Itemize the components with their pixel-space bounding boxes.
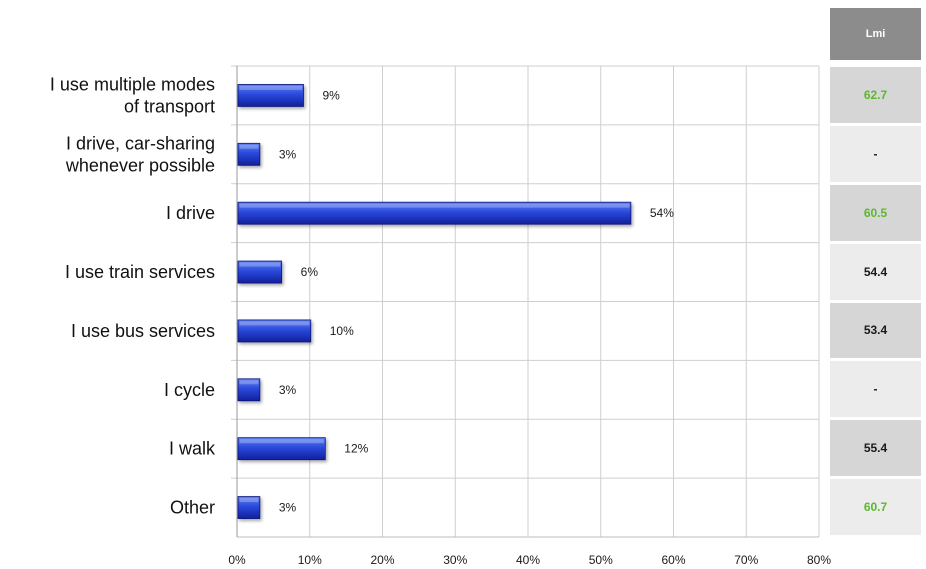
bar [237, 201, 632, 225]
lmi-value-cell: 53.4 [830, 302, 921, 359]
x-tick-label: 10% [298, 553, 322, 567]
bar-value-label: 3% [279, 147, 297, 161]
x-tick-label: 60% [661, 553, 685, 567]
bar-highlight [239, 85, 302, 90]
lmi-value-cell: 60.5 [830, 184, 921, 241]
bar-highlight [239, 203, 630, 208]
lmi-value-cell: - [830, 361, 921, 418]
category-label: I use multiple modes [50, 74, 215, 94]
bar [237, 496, 261, 519]
axes [236, 66, 819, 538]
bar [237, 319, 312, 343]
category-label: I drive, car-sharing [66, 133, 215, 153]
lmi-value-cell: 62.7 [830, 67, 921, 123]
bar-highlight [239, 439, 324, 444]
bar-value-label: 10% [330, 324, 354, 338]
x-tick-label: 80% [807, 553, 831, 567]
bar [237, 142, 261, 166]
bar-value-label: 6% [301, 265, 319, 279]
lmi-header: Lmi [830, 8, 921, 60]
category-label: whenever possible [65, 155, 215, 175]
bar-highlight [239, 321, 310, 326]
bar [237, 378, 261, 402]
bar-highlight [239, 380, 259, 385]
bar [237, 84, 304, 107]
bar-value-label: 3% [279, 501, 297, 515]
category-label: I use bus services [71, 321, 215, 341]
x-tick-label: 0% [228, 553, 246, 567]
lmi-value-cell: 55.4 [830, 420, 921, 477]
bar-value-label: 54% [650, 206, 674, 220]
bar-highlight [239, 498, 259, 503]
category-label: I use train services [65, 262, 215, 282]
bar-highlight [239, 144, 259, 149]
bar [237, 437, 326, 461]
labels: 0% 10% 20% 30% 40% 50% 60% 70% 80% 9% I use multip… [50, 74, 831, 567]
x-tick-label: 20% [370, 553, 394, 567]
bar-value-label: 3% [279, 383, 297, 397]
category-label: of transport [124, 96, 215, 116]
x-tick-label: 30% [443, 553, 467, 567]
category-label: I walk [169, 439, 216, 459]
lmi-value-cell: - [830, 125, 921, 182]
x-tick-label: 50% [589, 553, 613, 567]
bar-value-label: 12% [344, 442, 368, 456]
bar-highlight [239, 262, 281, 267]
x-tick-label: 40% [516, 553, 540, 567]
category-label: I drive [166, 203, 215, 223]
bar-value-label: 9% [322, 88, 340, 102]
lmi-value-cell: 54.4 [830, 243, 921, 300]
gridlines [231, 65, 820, 537]
bars [237, 84, 632, 519]
bar [237, 260, 283, 284]
x-tick-label: 70% [734, 553, 758, 567]
category-label: I cycle [164, 380, 215, 400]
lmi-value-cell: 60.7 [830, 479, 921, 535]
category-label: Other [170, 498, 215, 518]
